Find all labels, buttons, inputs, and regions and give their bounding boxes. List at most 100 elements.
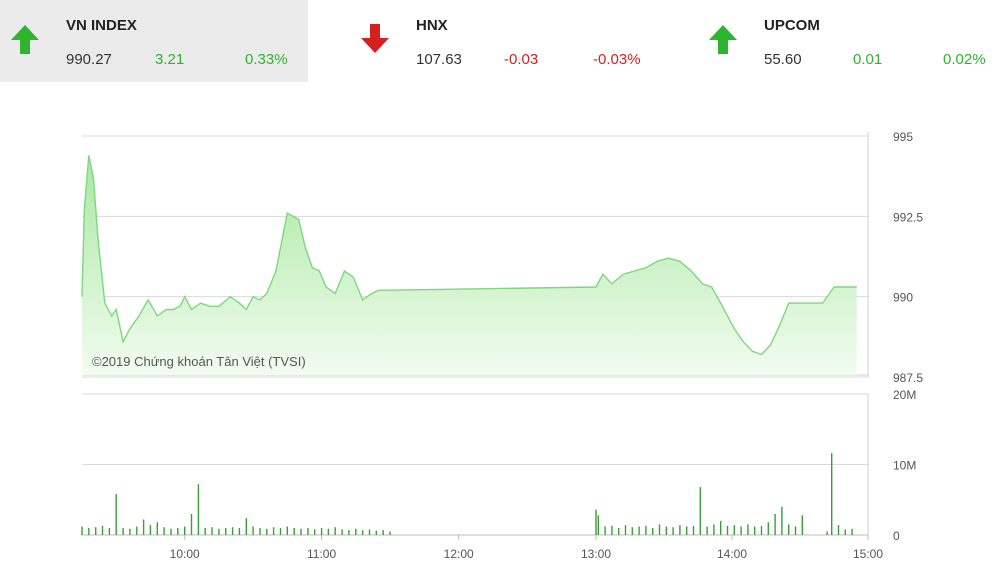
volume-bar	[767, 522, 769, 535]
price-tick-label: 990	[893, 291, 913, 305]
volume-bar	[348, 530, 350, 535]
volume-bar	[245, 518, 247, 535]
volume-bar	[266, 528, 268, 535]
volume-bar	[300, 528, 302, 535]
volume-bar	[382, 530, 384, 535]
volume-bar	[231, 527, 234, 535]
volume-tick-label: 10M	[893, 459, 916, 473]
ticker-value: 55.60	[764, 51, 802, 68]
volume-bar	[645, 525, 647, 535]
volume-bar	[204, 528, 206, 535]
volume-bar	[831, 453, 833, 535]
volume-bar	[389, 531, 391, 535]
volume-bar	[115, 494, 117, 535]
volume-bar	[774, 513, 776, 535]
volume-bar	[320, 528, 323, 535]
ticker-percent: 0.02%	[943, 51, 986, 68]
arrow-up-icon	[11, 25, 39, 54]
time-tick-label: 10:00	[170, 547, 200, 561]
volume-bar	[81, 526, 83, 535]
ticker-vn-index[interactable]: VN INDEX 990.27 3.21 0.33%	[0, 0, 308, 82]
volume-bar	[658, 524, 661, 535]
volume-grid	[82, 393, 869, 536]
volume-bar	[652, 528, 654, 535]
volume-tick-label: 20M	[893, 388, 916, 402]
volume-bar	[334, 527, 336, 535]
volume-bar	[218, 528, 220, 535]
volume-bar	[279, 528, 282, 535]
volume-bar	[781, 506, 783, 535]
volume-bar	[327, 528, 330, 535]
arrow-down-icon	[361, 24, 389, 53]
time-tick-label: 13:00	[581, 547, 611, 561]
volume-bar	[368, 529, 371, 535]
volume-tick-label: 0	[893, 529, 900, 543]
price-tick-label: 992.5	[893, 210, 923, 224]
volume-bar	[211, 527, 213, 535]
volume-bar	[837, 525, 840, 535]
volume-bar	[197, 484, 200, 535]
volume-bar	[794, 526, 797, 535]
arrow-up-icon	[709, 25, 737, 54]
volume-bar	[163, 527, 165, 535]
volume-bar	[293, 528, 295, 535]
watermark: ©2019 Chứng khoán Tân Việt (TVSI)	[92, 354, 306, 369]
volume-bar	[760, 525, 763, 535]
volume-bar	[272, 527, 275, 535]
volume-bar	[101, 525, 104, 535]
volume-bar	[184, 526, 186, 535]
volume-bar	[604, 526, 606, 535]
volume-bar	[679, 525, 681, 535]
ticker-name: VN INDEX	[66, 17, 137, 34]
volume-bar	[595, 509, 597, 535]
volume-bar	[259, 528, 261, 535]
volume-bar	[95, 527, 97, 535]
volume-bar	[788, 524, 790, 535]
volume-bar	[149, 525, 152, 535]
ticker-percent: 0.33%	[245, 51, 288, 68]
volume-bar	[225, 528, 227, 535]
ticker-hnx[interactable]: HNX 107.63 -0.03 -0.03%	[350, 0, 685, 82]
volume-bar	[801, 515, 803, 535]
volume-bar	[706, 526, 708, 535]
volume-bar	[156, 522, 158, 535]
ticker-upcom[interactable]: UPCOM 55.60 0.01 0.02%	[698, 0, 1004, 82]
volume-bar	[129, 528, 131, 535]
ticker-change: 0.01	[853, 51, 883, 68]
volume-bar	[355, 528, 357, 535]
volume-bar	[713, 524, 715, 535]
ticker-percent: -0.03%	[593, 51, 641, 68]
volume-bar	[624, 525, 627, 535]
volume-bar	[638, 526, 640, 535]
volume-bar	[170, 528, 172, 535]
volume-bar	[108, 528, 111, 535]
price-tick-label: 995	[893, 130, 913, 144]
volume-bar	[747, 524, 749, 535]
ticker-change: -0.03	[504, 51, 539, 68]
volume-bar	[665, 526, 667, 535]
volume-bar	[844, 529, 846, 535]
price-area	[82, 155, 857, 375]
volume-bar	[341, 529, 343, 535]
volume-bar	[314, 529, 316, 535]
volume-bar	[252, 526, 254, 535]
volume-axis: 20M 10M 0	[893, 388, 916, 543]
price-line	[81, 155, 857, 356]
ticker-value: 107.63	[416, 51, 462, 68]
time-axis: 10:00 11:00 12:00 13:00 14:00 15:00	[170, 535, 883, 561]
price-tick-label: 987.5	[893, 371, 923, 385]
volume-bar	[136, 526, 138, 535]
volume-bar	[851, 528, 853, 535]
volume-bar	[754, 526, 756, 535]
volume-bar	[88, 528, 90, 535]
volume-bar	[286, 526, 288, 535]
volume-bar	[375, 530, 377, 535]
time-tick-label: 14:00	[717, 547, 747, 561]
volume-bar	[686, 526, 688, 535]
time-tick-label: 12:00	[444, 547, 474, 561]
volume-bar	[720, 520, 722, 535]
volume-bar	[631, 527, 633, 535]
price-axis: 995 992.5 990 987.5	[893, 130, 923, 385]
volume-bar	[238, 528, 241, 535]
